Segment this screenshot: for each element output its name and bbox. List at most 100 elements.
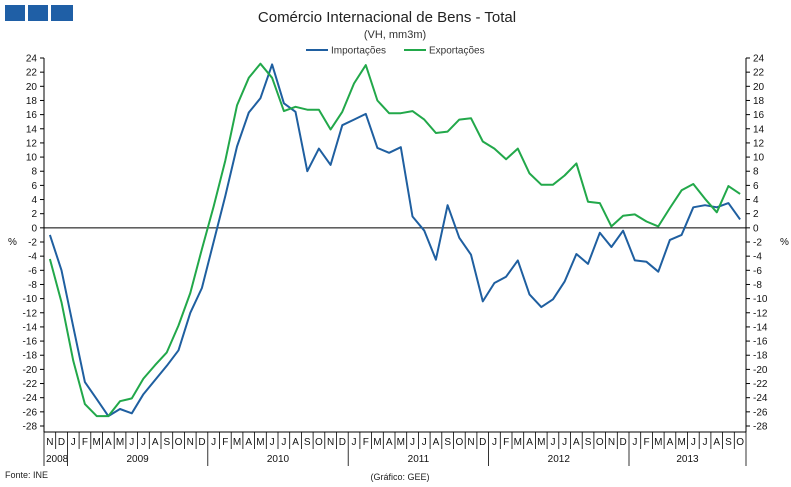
month-label: N (187, 437, 194, 448)
y-tick-label-left: -4 (28, 252, 37, 263)
year-label: 2013 (676, 454, 699, 465)
logo (5, 5, 73, 21)
legend-label-importacoes: Importações (331, 46, 386, 57)
month-label: S (304, 437, 311, 448)
y-axis-label-left: % (8, 237, 17, 248)
month-label: J (141, 437, 146, 448)
month-label: J (71, 437, 76, 448)
month-label: A (105, 437, 112, 448)
y-tick-label-left: 10 (26, 153, 38, 164)
y-tick-label-right: -2 (753, 238, 762, 249)
month-label: M (116, 437, 124, 448)
y-tick-label-right: 6 (753, 181, 759, 192)
month-label: M (92, 437, 100, 448)
month-label: O (736, 437, 744, 448)
y-tick-label-right: -20 (753, 365, 768, 376)
year-label: 2009 (126, 454, 149, 465)
month-label: S (725, 437, 732, 448)
y-axis-label-right: % (780, 237, 789, 248)
month-label: J (281, 437, 286, 448)
month-label: O (596, 437, 604, 448)
y-tick-label-right: -4 (753, 252, 762, 263)
y-tick-label-right: 8 (753, 167, 759, 178)
y-tick-label-right: -26 (753, 407, 768, 418)
logo-square-3 (51, 5, 73, 21)
month-label: N (467, 437, 474, 448)
y-tick-label-right: -28 (753, 422, 768, 433)
month-label: O (455, 437, 463, 448)
month-label: M (256, 437, 264, 448)
month-label: J (703, 437, 708, 448)
month-label: F (222, 437, 228, 448)
y-tick-label-left: -10 (23, 294, 38, 305)
month-label: A (386, 437, 393, 448)
y-tick-label-right: 24 (753, 54, 765, 65)
month-label: S (164, 437, 171, 448)
y-tick-label-left: -12 (23, 308, 38, 319)
month-label: N (46, 437, 53, 448)
y-tick-label-right: 2 (753, 209, 759, 220)
y-tick-label-left: -2 (28, 238, 37, 249)
chart-subtitle: (VH, mm3m) (364, 29, 426, 41)
y-tick-label-left: 2 (31, 209, 37, 220)
month-label: D (339, 437, 346, 448)
month-label: A (573, 437, 580, 448)
y-tick-label-right: 10 (753, 153, 765, 164)
y-tick-label-left: 0 (31, 223, 37, 234)
y-tick-label-right: 4 (753, 195, 759, 206)
month-label: A (245, 437, 252, 448)
month-label: J (691, 437, 696, 448)
y-tick-label-right: 16 (753, 110, 765, 121)
y-tick-label-left: 12 (26, 138, 38, 149)
y-tick-label-right: 14 (753, 124, 765, 135)
y-tick-label-right: -18 (753, 351, 768, 362)
chart-title: Comércio Internacional de Bens - Total (258, 9, 516, 26)
month-label: J (562, 437, 567, 448)
month-label: J (550, 437, 555, 448)
y-tick-label-left: 22 (26, 68, 38, 79)
month-label: A (667, 437, 674, 448)
y-tick-label-left: 14 (26, 124, 38, 135)
y-tick-label-left: -18 (23, 351, 38, 362)
month-label: D (58, 437, 65, 448)
y-tick-label-left: -26 (23, 407, 38, 418)
legend: Importações Exportações (306, 46, 485, 57)
y-tick-label-right: -16 (753, 337, 768, 348)
y-tick-label-left: -6 (28, 266, 37, 277)
month-label: M (514, 437, 522, 448)
y-tick-label-left: 4 (31, 195, 37, 206)
y-tick-label-right: 18 (753, 96, 765, 107)
year-label: 2012 (548, 454, 571, 465)
year-label: 2011 (408, 454, 430, 465)
month-label: M (677, 437, 685, 448)
plot-area: -28 -28-26 -26-24 -24-22 -22-20 -20-18 -18-16-… (23, 54, 768, 466)
month-label: J (129, 437, 134, 448)
y-tick-label-right: -10 (753, 294, 768, 305)
month-label: F (503, 437, 509, 448)
y-tick-label-left: 6 (31, 181, 37, 192)
year-label: 2008 (46, 454, 69, 465)
month-label: F (82, 437, 88, 448)
month-label: A (526, 437, 533, 448)
month-label: J (492, 437, 497, 448)
y-tick-label-left: -8 (28, 280, 37, 291)
y-tick-label-right: 22 (753, 68, 765, 79)
y-tick-label-right: -14 (753, 322, 768, 333)
month-label: S (585, 437, 592, 448)
y-tick-label-left: -20 (23, 365, 38, 376)
month-label: O (175, 437, 183, 448)
y-tick-label-right: -22 (753, 379, 768, 390)
month-label: D (479, 437, 486, 448)
month-label: F (643, 437, 649, 448)
y-tick-label-left: -24 (23, 393, 38, 404)
month-label: D (198, 437, 205, 448)
y-tick-label-left: -16 (23, 337, 38, 348)
month-label: M (537, 437, 545, 448)
credit-note: (Gráfico: GEE) (370, 472, 429, 482)
y-tick-label-right: 20 (753, 82, 765, 93)
month-label: J (270, 437, 275, 448)
y-tick-label-right: -8 (753, 280, 762, 291)
y-tick-label-left: 18 (26, 96, 38, 107)
y-tick-label-right: 0 (753, 223, 759, 234)
